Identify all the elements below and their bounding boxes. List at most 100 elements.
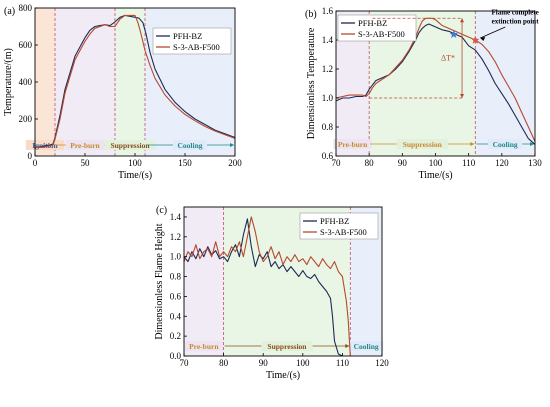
x-tick-label: 130 [528,158,542,168]
axes-frame [183,206,383,357]
phase-label: Suppression [403,140,443,149]
x-tick-label: 150 [178,158,192,168]
extinction-arrow [480,26,506,39]
legend-box [337,14,417,42]
y-tick-label: 0.6 [322,151,334,161]
x-tick-label: 110 [336,358,350,368]
phase-label: Cooling [177,141,202,150]
phase-label: Suppression [267,342,307,351]
panel-1: Pre-burn Suppression Cooling 70 80 90 100 110 12… [305,6,542,181]
y-axis-label: Dimensionless Flame Height [154,223,165,339]
y-tick-label: 1.2 [170,232,181,242]
legend-entry: PFH-BZ [173,31,202,41]
x-axis-label: Time/(s) [418,170,452,181]
y-tick-label: 1.0 [322,93,334,103]
x-tick-label: 80 [365,158,375,168]
phase-label-bg [349,341,384,351]
phase-label: Suppression [110,141,150,150]
phase-label-bg [25,140,65,150]
panel-label: (c) [156,205,167,216]
blue-star-marker [449,30,458,38]
phase-label: Cooling [354,342,379,351]
x-tick-label: 90 [398,158,408,168]
panel-2: Pre-burn Suppression Cooling 70 80 90 100 110 12… [154,205,389,381]
x-tick-label: 50 [81,158,91,168]
phase-label-bg [65,140,105,150]
phase-band [55,8,115,156]
y-axis-label: Dimensionless Temperature [306,27,317,139]
y-tick-label: 0.4 [170,311,182,321]
phase-arrowhead [530,142,534,146]
y-tick-label: 1.2 [322,64,333,74]
extinction-arrowhead [480,37,486,41]
phase-label-bg [333,139,372,149]
phase-arrowhead [345,344,350,348]
phase-label: Pre-burn [70,141,100,150]
y-tick-label: 0.2 [170,331,181,341]
y-tick-label: 400 [19,77,33,87]
phase-label-bg [261,341,313,351]
x-tick-label: 200 [228,158,242,168]
x-tick-label: 100 [128,158,142,168]
phase-label-bg [488,139,523,149]
legend-entry: S-3-AB-F500 [173,42,220,52]
x-tick-label: 120 [495,158,509,168]
panel-label: (b) [305,9,317,20]
y-axis-label: Temperature/(m) [3,48,14,116]
x-tick-label: 0 [33,158,38,168]
y-tick-label: 0.0 [170,351,182,361]
phase-band [35,8,55,156]
phase-label: Pre-burn [189,342,219,351]
x-tick-label: 120 [375,358,389,368]
phase-arrowhead [230,143,234,147]
delta-arrowhead [460,94,465,98]
phase-label-bg [184,341,223,351]
extinction-star-marker [471,36,480,44]
delta-arrowhead [460,18,465,23]
legend-entry: PFH-BZ [358,18,387,28]
x-tick-label: 100 [429,158,443,168]
panel-label: (a) [4,6,15,17]
phase-label: Pre-burn [338,140,368,149]
x-tick-label: 70 [180,358,190,368]
x-tick-label: 90 [259,358,269,368]
phase-band [115,8,145,156]
x-tick-label: 110 [462,158,476,168]
extinction-label-line1: Flame complete [491,9,538,17]
x-tick-label: 70 [332,158,342,168]
y-tick-label: 1.6 [322,6,334,16]
extinction-label-line2: extinction point [492,18,540,26]
series-line-s-3-ab-f500 [183,216,351,357]
y-tick-label: 800 [19,3,33,13]
phase-label-bg [104,140,156,150]
phase-arrowhead [470,142,475,146]
series-line-pfh-bz [34,14,236,149]
delta-t-label: ΔT* [441,53,455,62]
y-tick-label: 1.4 [170,212,182,222]
phase-label-bg [396,139,448,149]
y-tick-label: 1.0 [170,252,182,262]
y-tick-label: 0.6 [170,291,182,301]
phase-label: Cooling [493,140,518,149]
phase-label-bg [172,140,208,150]
y-tick-label: 0 [28,151,33,161]
phase-band [184,207,224,356]
y-tick-label: 200 [19,114,33,124]
x-axis-label: Time/(s) [118,170,152,181]
y-tick-label: 0.8 [170,272,182,282]
x-axis-label: Time/(s) [266,370,300,381]
legend-box [152,27,232,55]
y-tick-label: 1.4 [322,35,334,45]
y-tick-label: 600 [19,40,33,50]
legend-entry: S-3-AB-F500 [320,227,367,237]
legend-entry: PFH-BZ [320,216,349,226]
legend-box [299,212,379,240]
series-line-s-3-ab-f500 [34,14,236,149]
y-tick-label: 0.8 [322,122,334,132]
x-tick-label: 80 [219,358,229,368]
series-line-pfh-bz [335,23,536,145]
x-tick-label: 100 [296,358,310,368]
